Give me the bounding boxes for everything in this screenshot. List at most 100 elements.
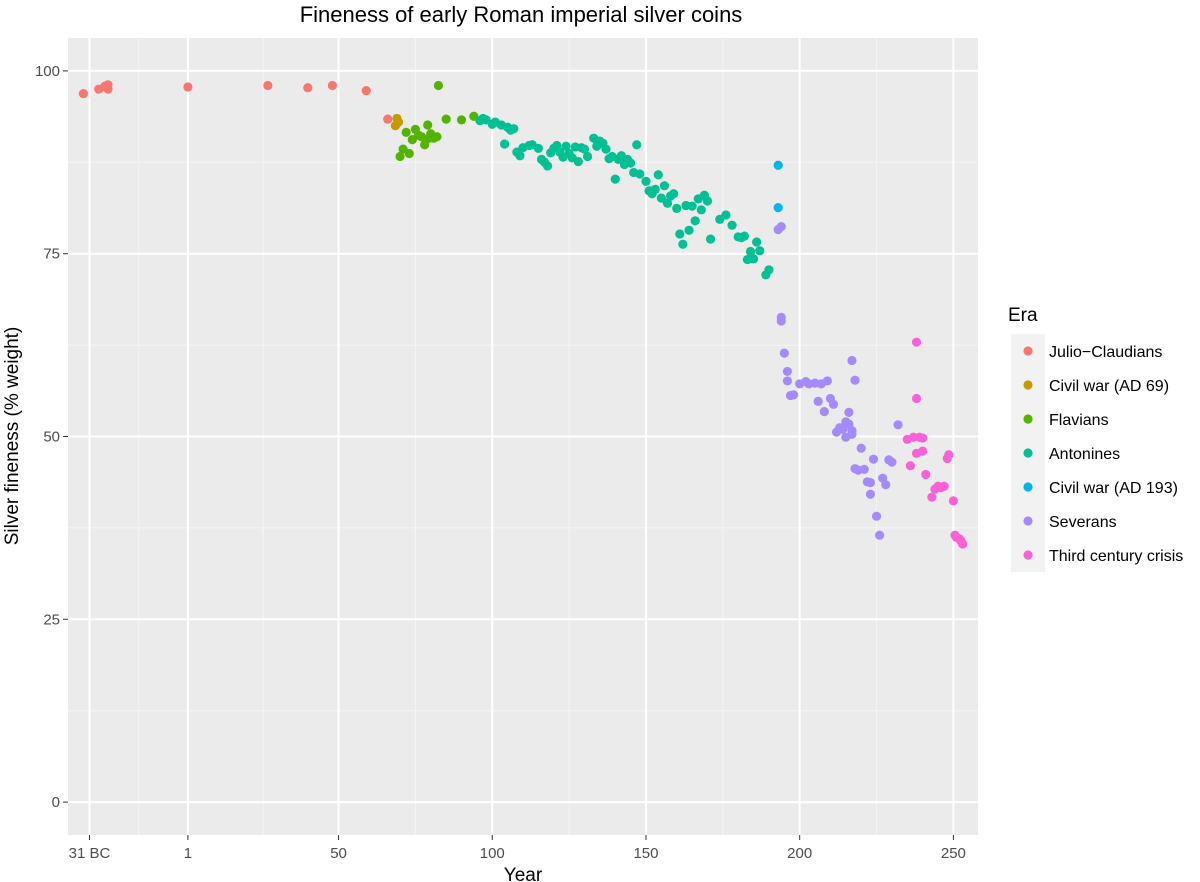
data-point	[822, 376, 832, 386]
x-tick-label: 1	[184, 845, 192, 862]
data-point	[656, 193, 666, 203]
data-point	[911, 337, 922, 347]
data-point	[669, 189, 679, 199]
data-point	[456, 115, 467, 125]
legend-key-marker	[1023, 414, 1033, 424]
legend-item: Antonines	[1011, 436, 1120, 470]
data-point	[632, 140, 642, 150]
data-point	[752, 237, 762, 247]
data-point	[542, 161, 553, 171]
data-point	[779, 348, 789, 358]
data-point	[573, 156, 583, 167]
data-point	[755, 246, 765, 256]
data-point	[881, 480, 891, 490]
y-axis-label: Silver fineness (% weight)	[2, 327, 23, 546]
data-point	[887, 457, 897, 467]
data-point	[782, 376, 792, 386]
data-point	[561, 141, 571, 151]
x-tick-label: 100	[480, 845, 505, 862]
legend-label: Flavians	[1049, 412, 1109, 429]
data-point	[918, 433, 928, 443]
data-point	[702, 196, 713, 206]
legend-item: Severans	[1011, 504, 1117, 538]
data-point	[856, 443, 866, 453]
legend-item: Flavians	[1011, 402, 1109, 436]
data-point	[416, 132, 427, 142]
data-point	[401, 127, 411, 137]
data-point	[748, 254, 759, 264]
data-point	[533, 143, 543, 154]
data-point	[727, 220, 737, 230]
legend-label: Severans	[1049, 514, 1117, 531]
x-tick-label: 150	[633, 845, 658, 862]
data-point	[626, 158, 636, 168]
x-tick-label: 50	[330, 845, 347, 862]
data-point	[868, 454, 879, 464]
data-point	[739, 231, 749, 241]
legend-key-marker	[1023, 482, 1033, 492]
data-point	[659, 181, 670, 191]
data-point	[705, 234, 716, 244]
data-point	[847, 429, 857, 439]
data-point	[828, 399, 839, 409]
data-point	[850, 375, 860, 385]
data-point	[263, 80, 273, 91]
data-point	[650, 184, 660, 194]
data-point	[905, 461, 915, 471]
data-point	[788, 390, 799, 400]
data-point	[678, 239, 688, 249]
legend-item: Julio−Claudians	[1011, 334, 1162, 368]
data-point	[78, 88, 88, 99]
legend-key-marker	[1023, 448, 1033, 458]
data-point	[819, 407, 829, 417]
data-point	[183, 82, 193, 92]
data-point	[432, 132, 442, 142]
data-point	[499, 139, 510, 149]
legend-label: Antonines	[1049, 446, 1120, 463]
y-axis-ticks: 0 25 50 75 100	[35, 63, 68, 811]
data-point	[875, 530, 885, 540]
data-point	[911, 393, 922, 404]
data-point	[441, 114, 451, 124]
data-point	[420, 140, 430, 150]
data-point	[675, 229, 685, 239]
data-point	[690, 216, 700, 226]
data-point	[944, 450, 954, 460]
legend-item: Third century crisis	[1011, 538, 1183, 572]
data-point	[433, 80, 444, 91]
data-point	[764, 265, 774, 275]
data-point	[776, 222, 786, 232]
legend: Era Julio−Claudians Civil war (AD 69) Flav…	[1008, 305, 1183, 572]
data-point	[635, 169, 645, 179]
legend-key-marker	[1023, 380, 1033, 390]
data-point	[773, 203, 783, 213]
legend-title: Era	[1008, 305, 1038, 326]
data-point	[696, 205, 706, 215]
grid-major	[68, 38, 978, 835]
data-point	[383, 114, 393, 124]
data-point	[948, 496, 959, 506]
data-points	[78, 80, 968, 549]
data-point	[672, 203, 682, 213]
data-point	[327, 80, 337, 91]
legend-label: Civil war (AD 193)	[1049, 480, 1178, 497]
data-point	[865, 489, 875, 499]
data-point	[509, 124, 519, 134]
y-tick-label: 100	[35, 63, 60, 80]
data-point	[601, 144, 611, 154]
data-point	[939, 481, 949, 491]
data-point	[395, 151, 405, 162]
y-tick-label: 25	[43, 611, 60, 628]
data-point	[844, 407, 854, 417]
data-point	[641, 176, 651, 186]
x-axis-label: Year	[504, 865, 543, 882]
data-point	[782, 366, 792, 377]
data-point	[423, 120, 433, 130]
legend-key-marker	[1023, 516, 1033, 526]
x-tick-label: 200	[787, 845, 812, 862]
data-point	[662, 198, 673, 208]
x-axis-ticks: 31 BC 1 50 100 150 200 250	[69, 835, 966, 862]
data-point	[871, 511, 882, 521]
y-tick-label: 75	[43, 246, 60, 263]
